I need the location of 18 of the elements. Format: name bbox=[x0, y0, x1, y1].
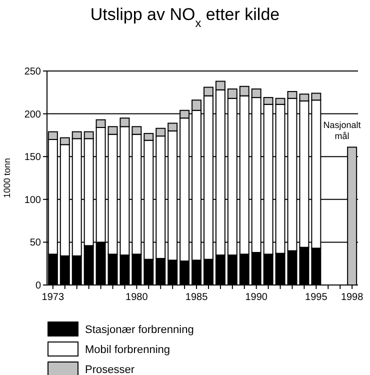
chart-title: Utslipp av NO$_{x}$ etter kilde bbox=[90, 5, 280, 30]
y-tick-label: 200 bbox=[24, 109, 42, 120]
y-tick-label: 250 bbox=[24, 66, 42, 78]
y-tick-label: 100 bbox=[24, 194, 42, 206]
annotation: Nasjonalt mål bbox=[323, 120, 362, 142]
legend-label: Stasjonær forbrenning bbox=[85, 324, 194, 336]
x-tick-label: 1985 bbox=[185, 292, 208, 303]
x-tick-label: 1990 bbox=[245, 292, 268, 303]
legend-label: Prosesser bbox=[85, 364, 135, 375]
y-tick-label: 50 bbox=[30, 238, 42, 249]
y-tick-label: 150 bbox=[24, 152, 42, 164]
y-axis-title: 1000 tonn bbox=[2, 158, 12, 198]
x-tick-label: 1980 bbox=[126, 292, 148, 303]
y-tick-label: 0 bbox=[35, 280, 42, 292]
x-tick-label: 1995 bbox=[305, 292, 328, 303]
x-tick-label: 1998 bbox=[340, 292, 364, 303]
legend-label: Mobil forbrenning bbox=[85, 344, 170, 356]
x-tick-label: 1973 bbox=[42, 292, 64, 303]
